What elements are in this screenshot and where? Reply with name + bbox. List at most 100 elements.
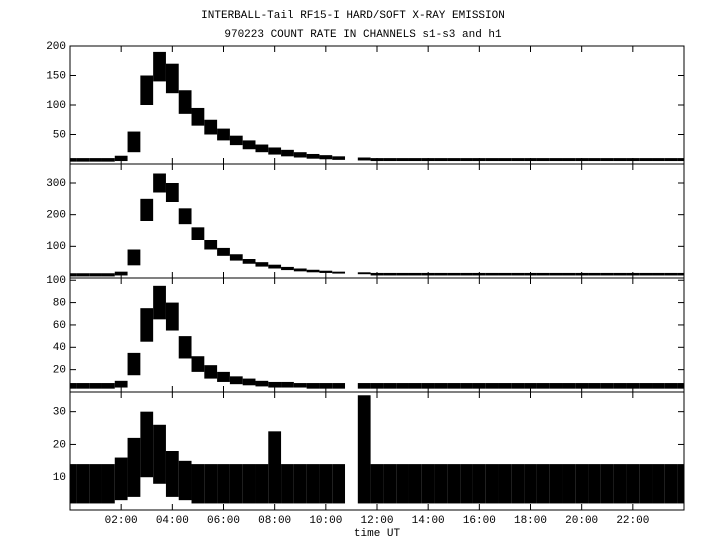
noise-band [511,272,525,276]
noise-band [408,272,422,276]
noise-band [319,383,333,389]
noise-band [434,464,448,504]
noise-band [588,464,601,504]
noise-band [217,128,230,141]
x-tick-label: 22:00 [616,515,649,527]
noise-band [357,157,371,161]
noise-band [178,336,192,359]
y-tick-label: 200 [46,41,66,53]
noise-band [306,383,320,389]
noise-band [613,158,627,162]
noise-band [101,464,115,504]
noise-band [255,380,269,387]
noise-band [421,383,435,389]
x-tick-label: 02:00 [105,515,138,527]
y-tick-label: 60 [53,320,66,332]
noise-band [460,383,473,389]
y-tick-label: 40 [53,342,66,354]
noise-band [268,381,282,388]
noise-band [101,158,115,162]
noise-band [204,365,218,379]
noise-band [153,285,166,320]
noise-band [89,464,102,504]
y-tick-label: 80 [53,297,66,309]
y-tick-label: 50 [53,129,66,141]
noise-band [447,383,461,389]
noise-band [281,149,294,157]
noise-band [229,135,243,146]
noise-band [204,240,218,250]
noise-band [677,158,684,162]
noise-band [76,158,90,162]
noise-band [114,380,128,388]
noise-band [127,131,141,153]
noise-band [165,302,179,331]
noise-band [140,198,154,221]
noise-band [447,158,461,162]
noise-band [396,272,409,276]
noise-band [127,352,141,376]
noise-band [447,272,461,276]
noise-band [281,381,294,388]
noise-band [153,173,166,193]
noise-band [383,272,397,276]
noise-band [76,464,90,504]
noise-band [562,464,576,504]
noise-band [293,464,307,504]
noise-band [434,383,448,389]
noise-band [89,383,102,389]
noise-band [293,383,307,388]
noise-band [600,158,614,162]
noise-band [101,273,115,277]
noise-band [460,464,473,504]
noise-band [562,383,576,389]
noise-band [383,158,397,162]
noise-band [511,158,525,162]
noise-band [357,383,371,389]
noise-band [242,140,256,150]
x-tick-label: 20:00 [565,515,598,527]
noise-band [319,155,333,160]
noise-band [178,208,192,225]
noise-band [178,90,192,114]
noise-band [460,158,473,162]
noise-band [153,424,166,484]
y-tick-label: 10 [53,472,66,484]
noise-band [664,464,678,504]
noise-band [217,371,230,382]
x-tick-label: 06:00 [207,515,240,527]
noise-band [549,383,563,389]
x-tick-label: 08:00 [258,515,291,527]
noise-band [511,383,525,389]
noise-band [370,383,384,389]
y-tick-label: 20 [53,439,66,451]
noise-band [332,464,346,504]
noise-band [383,383,397,389]
noise-band [191,464,205,504]
x-tick-label: 04:00 [156,515,189,527]
noise-band [421,464,435,504]
noise-band [165,451,179,497]
y-tick-label: 100 [46,275,66,287]
noise-band [524,464,537,504]
noise-band [255,464,269,504]
noise-band [536,464,550,504]
noise-band [472,464,486,504]
y-tick-label: 300 [46,178,66,190]
noise-band [408,464,422,504]
noise-band [536,272,550,276]
noise-band [70,383,77,389]
y-tick-label: 150 [46,70,66,82]
x-tick-label: 18:00 [514,515,547,527]
noise-band [140,411,154,478]
noise-band [639,383,653,389]
noise-band [217,247,230,256]
noise-band [242,464,256,504]
noise-band [178,460,192,501]
x-axis-label: time UT [354,528,401,540]
noise-band [268,147,282,155]
noise-band [127,437,141,497]
noise-band [281,464,294,504]
noise-band [639,272,653,276]
